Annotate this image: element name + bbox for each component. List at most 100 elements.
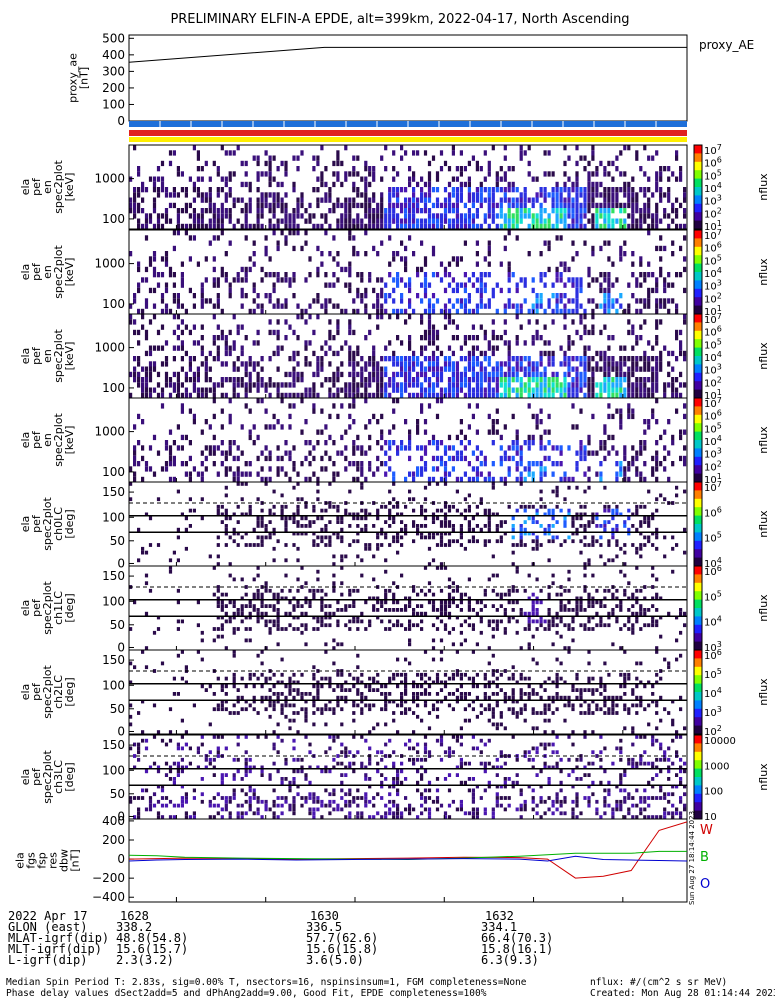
spectrogram-cell (531, 531, 535, 536)
spectrogram-cell (260, 277, 264, 283)
spectrogram-cell (280, 181, 284, 188)
spectrogram-cell (392, 208, 396, 214)
spectrogram-cell (141, 223, 145, 230)
spectrogram-cell (467, 192, 471, 198)
colorbar-label: nflux (757, 426, 770, 454)
spectrogram-cell (667, 308, 671, 315)
spectrogram-cell (467, 366, 471, 372)
spectrogram-cell (212, 202, 216, 209)
spectrogram-cell (324, 543, 328, 547)
spectrogram-cell (567, 223, 571, 230)
spectrogram-cell (388, 543, 392, 547)
spectrogram-cell (372, 223, 376, 230)
spectrogram-cell (447, 543, 452, 547)
spectrogram-cell (599, 476, 603, 483)
proxy-ae-tick-label: 0 (117, 114, 125, 128)
spectrogram-cell (599, 366, 603, 372)
spectrogram-cell (312, 329, 316, 336)
spectrogram-cell (567, 371, 571, 378)
spectrogram-cell (579, 356, 583, 362)
colorbar-cell (694, 435, 702, 439)
spectrogram-cell (324, 340, 328, 346)
spectrogram-cell (129, 392, 133, 399)
spectrogram-cell (152, 361, 157, 367)
spectrogram-cell (555, 293, 559, 299)
spectrogram-cell (555, 266, 559, 273)
spectrogram-cell (515, 476, 519, 483)
colorbar-cell (694, 475, 702, 479)
spectrogram-cell (412, 539, 416, 544)
spectrogram-cell (256, 471, 260, 477)
spectrogram-cell (443, 213, 448, 219)
spectrogram-cell (647, 261, 651, 267)
spectrogram-cell (427, 298, 432, 304)
spectrogram-cell (320, 345, 324, 351)
spectrogram-cell (400, 155, 404, 161)
spectrogram-cell (156, 223, 161, 230)
spectrogram-cell (344, 218, 348, 224)
spectrogram-cell (435, 508, 440, 513)
spectrogram-cell (583, 213, 587, 219)
colorbar-cell (694, 515, 702, 519)
spectrogram-cell (296, 223, 300, 230)
spectrogram-cell (511, 550, 515, 555)
spectrogram-cell (260, 535, 264, 540)
spectrogram-cell (643, 377, 647, 383)
spectrogram-cell (208, 554, 212, 559)
spectrogram-cell (499, 535, 503, 540)
spectrogram-cell (420, 298, 424, 304)
spectrogram-cell (224, 604, 228, 608)
spectrogram-cell (392, 539, 396, 544)
spectrogram-cell (352, 461, 356, 467)
spectrogram-cell (475, 197, 479, 203)
spectrogram-cell (288, 588, 292, 593)
spectrogram-cell (639, 471, 643, 477)
spectrogram-cell (447, 319, 452, 325)
spectrogram-cell (164, 382, 169, 388)
spectrogram-cell (651, 213, 655, 219)
colorbar-cell (694, 224, 702, 228)
spectrogram-cell (655, 508, 659, 513)
spectrogram-cell (232, 611, 236, 616)
spectrogram-cell (463, 497, 467, 502)
spectrogram-cell (276, 623, 280, 628)
colorbar-cell (694, 442, 702, 445)
spectrogram-cell (583, 377, 587, 383)
spectrogram-cell (527, 171, 531, 177)
spectrogram-cell (435, 187, 440, 193)
spectrogram-cell (188, 440, 192, 446)
spectrogram-cell (435, 345, 440, 351)
spectrogram-cell (376, 531, 380, 536)
spectrogram-cell (511, 413, 515, 420)
colorbar-cell (694, 469, 702, 472)
spectrogram-cell (148, 218, 153, 224)
spectrogram-cell (264, 455, 268, 462)
spectrogram-cell (595, 171, 599, 177)
spectrogram-cell (615, 450, 619, 456)
spectrogram-cell (587, 266, 591, 273)
colorbar-cell (694, 166, 702, 169)
spectrogram-cell (563, 266, 567, 273)
spectrogram-cell (555, 298, 559, 304)
spectrogram-cell (619, 371, 623, 378)
spectrogram-cell (591, 324, 595, 330)
spectrogram-cell (272, 272, 276, 278)
spectrogram-cell (380, 356, 384, 362)
spectrogram-cell (244, 638, 248, 643)
colorbar-cell (694, 507, 702, 510)
spectrogram-cell (531, 340, 535, 346)
spectrogram-cell (467, 403, 471, 409)
spectrogram-cell (523, 282, 527, 288)
spectrogram-cell (308, 256, 312, 262)
spectrogram-cell (471, 223, 475, 230)
spectrogram-cell (260, 508, 264, 513)
spectrogram-cell (296, 314, 300, 320)
spectrogram-cell (667, 197, 671, 203)
spectrogram-cell (248, 266, 252, 273)
spectrogram-cell (515, 303, 519, 309)
spectrogram-cell (232, 361, 236, 367)
spectrogram-cell (388, 223, 392, 230)
spectrogram-cell (380, 392, 384, 399)
spectrogram-cell (543, 240, 547, 246)
spectrogram-cell (400, 218, 404, 224)
